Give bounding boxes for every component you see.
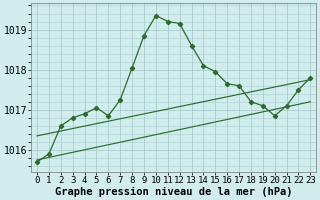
X-axis label: Graphe pression niveau de la mer (hPa): Graphe pression niveau de la mer (hPa) xyxy=(55,186,292,197)
